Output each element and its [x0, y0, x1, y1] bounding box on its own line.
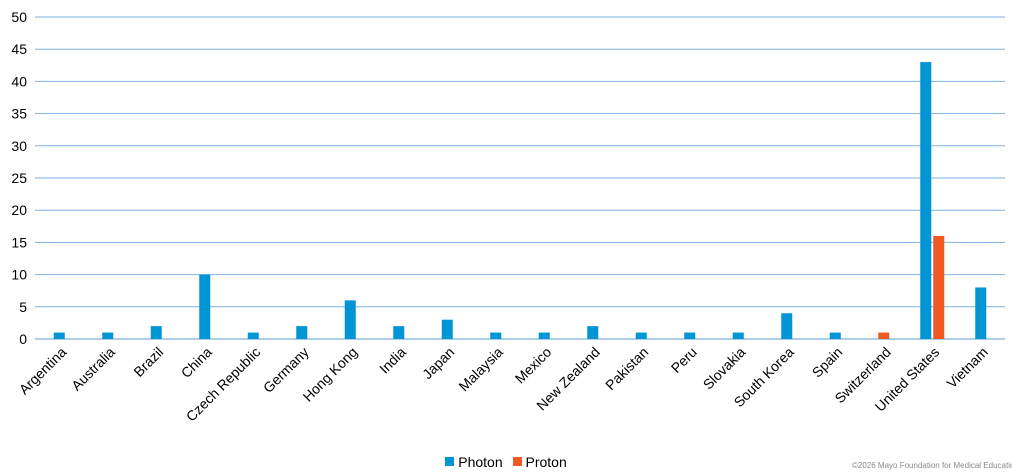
gridlines	[35, 16, 1005, 340]
bar-photon	[920, 62, 932, 340]
y-tick-label: 40	[11, 73, 27, 89]
bar-photon	[53, 332, 65, 339]
y-tick-label: 35	[11, 106, 27, 122]
y-tick-label: 0	[19, 331, 27, 347]
legend-swatch-proton	[512, 457, 522, 466]
bar-photon	[587, 326, 599, 339]
bar-photon	[393, 326, 405, 339]
x-tick-label: Australia	[68, 344, 118, 394]
y-tick-label: 50	[11, 9, 27, 25]
x-tick-label: Slovakia	[700, 344, 749, 393]
bar-photon	[441, 319, 453, 339]
x-tick-label: Japan	[419, 344, 457, 382]
x-tick-label: Argentina	[16, 344, 70, 398]
x-tick-label: China	[178, 344, 215, 381]
y-tick-label: 45	[11, 41, 27, 57]
y-tick-label: 20	[11, 202, 27, 218]
bar-photon	[538, 332, 550, 339]
bar-proton	[878, 332, 890, 339]
bar-photon	[975, 287, 987, 339]
y-tick-label: 30	[11, 138, 27, 154]
bars	[53, 62, 987, 340]
bar-photon	[296, 326, 308, 339]
x-tick-label: Mexico	[512, 344, 555, 387]
x-tick-label: Brazil	[130, 344, 166, 380]
legend-label-photon: Photon	[458, 453, 503, 470]
x-tick-label: Vietnam	[943, 344, 990, 391]
bar-photon	[781, 313, 793, 339]
legend: Photon Proton	[0, 453, 1012, 470]
bar-photon	[102, 332, 114, 339]
legend-item-photon: Photon	[445, 453, 503, 470]
copyright-notice: ©2026 Mayo Foundation for Medical Educat…	[852, 461, 1012, 470]
bar-photon	[247, 332, 259, 339]
x-tick-label: India	[376, 344, 409, 377]
y-tick-label: 10	[11, 267, 27, 283]
bar-photon	[684, 332, 696, 339]
bar-photon	[732, 332, 744, 339]
x-tick-label: Spain	[809, 344, 846, 381]
bar-photon	[490, 332, 502, 339]
x-tick-label: Malaysia	[455, 344, 506, 395]
y-axis: 0 5 10 15 20 25 30 35 40 45 50	[11, 9, 27, 347]
bar-photon	[829, 332, 841, 339]
x-tick-label: Pakistan	[602, 344, 651, 393]
bar-photon	[150, 326, 162, 339]
bar-photon	[635, 332, 647, 339]
bar-proton	[933, 235, 945, 339]
y-tick-label: 5	[19, 299, 27, 315]
bar-photon	[199, 274, 211, 339]
bar-photon	[344, 300, 356, 339]
x-tick-label: Peru	[668, 344, 700, 376]
legend-item-proton: Proton	[512, 453, 567, 470]
y-tick-label: 15	[11, 234, 27, 250]
legend-label-proton: Proton	[525, 453, 567, 470]
y-tick-label: 25	[11, 170, 27, 186]
legend-swatch-photon	[445, 457, 455, 466]
